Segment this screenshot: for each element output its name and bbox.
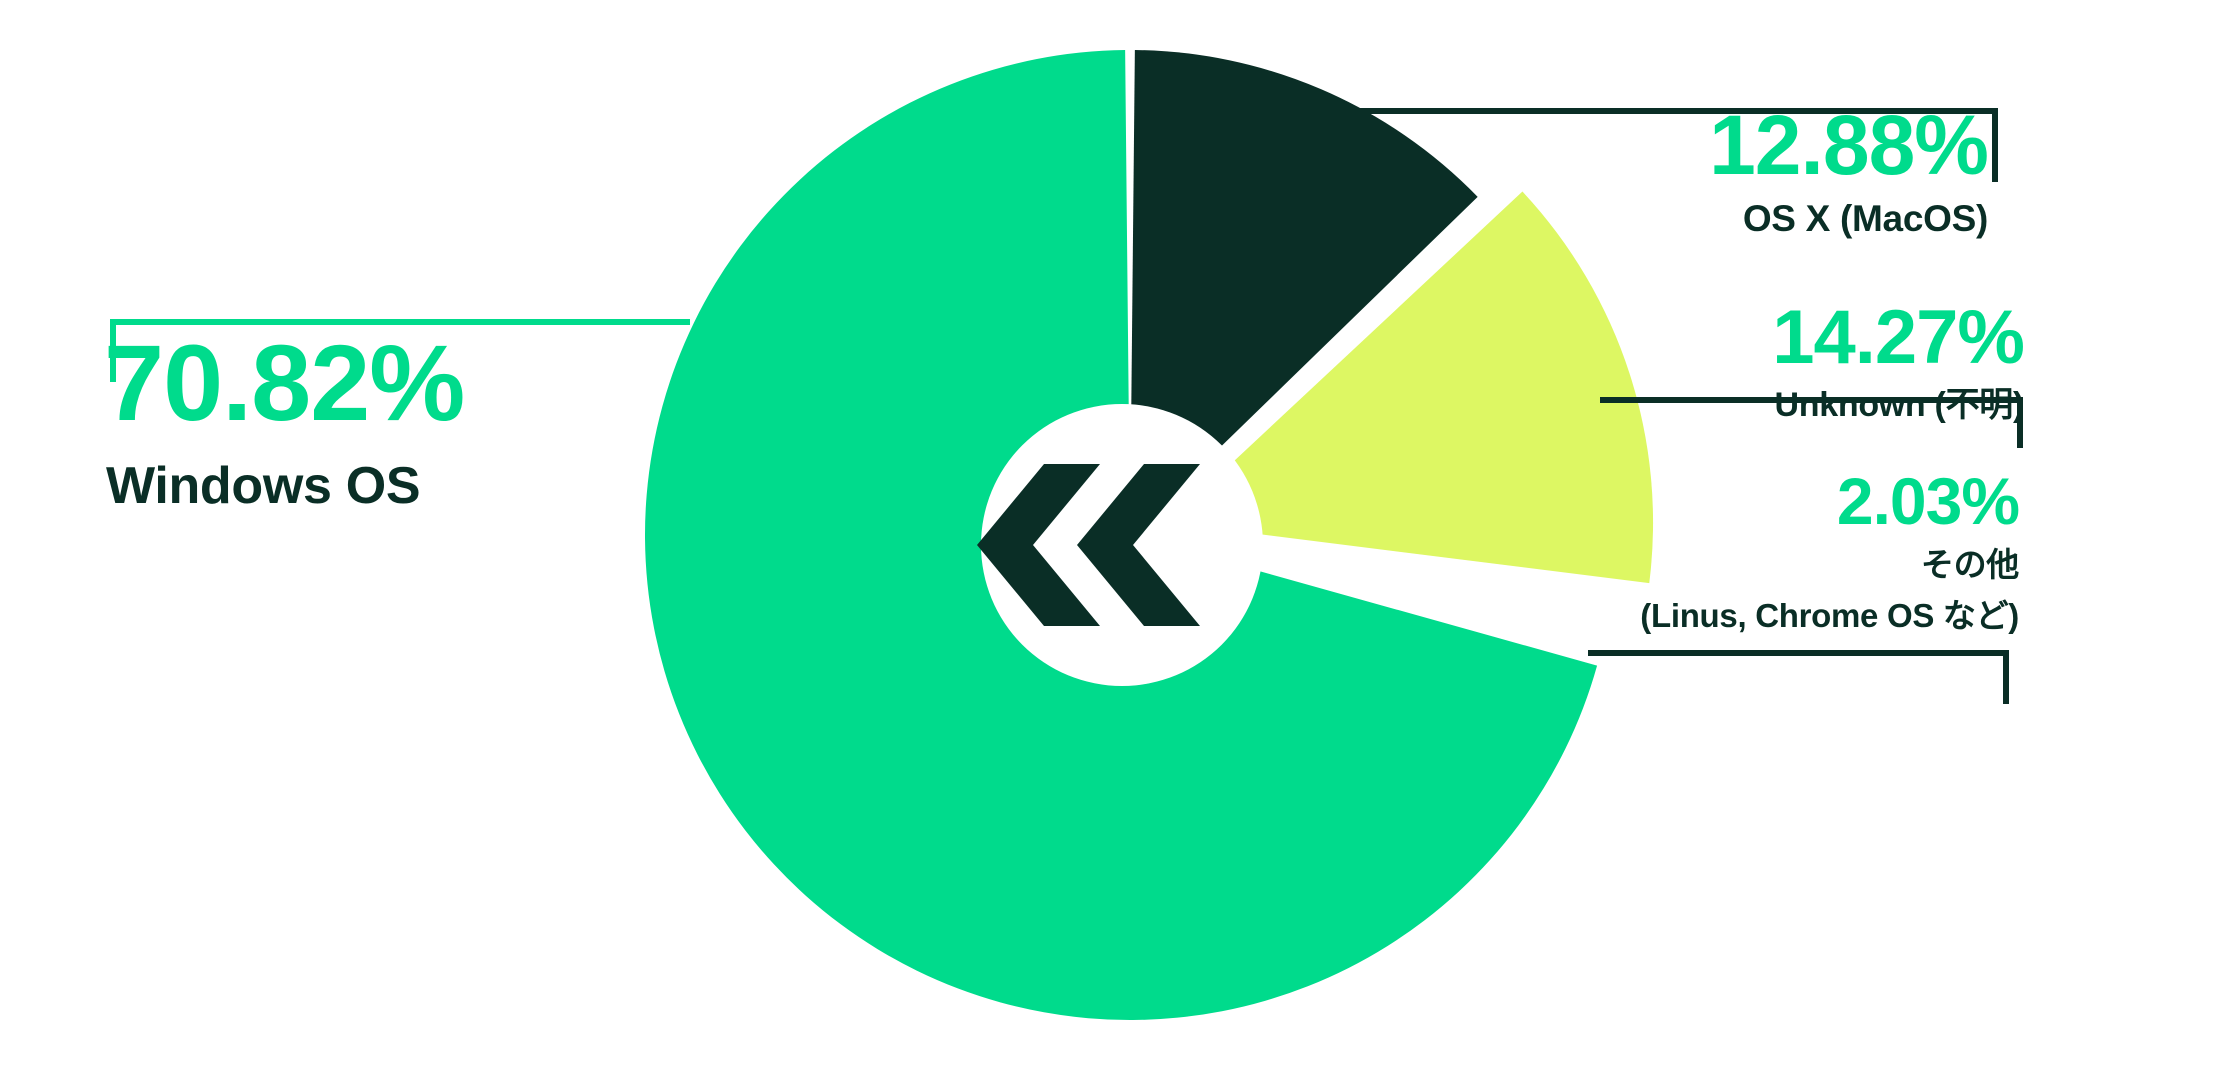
- callout-other-label-line2: (Linus, Chrome OS など): [1640, 596, 2019, 634]
- callout-macos-percent: 12.88%: [1709, 98, 1989, 192]
- callout-unknown-percent: 14.27%: [1772, 295, 2025, 380]
- callout-other-label-line1: その他: [1920, 545, 2019, 583]
- callout-unknown: 14.27% Unknown (不明): [1630, 282, 2050, 424]
- double-chevron-left-icon: [977, 464, 1200, 626]
- callout-macos-label: OS X (MacOS): [1742, 197, 1988, 239]
- callout-windows: 70.82% Windows OS: [92, 306, 792, 515]
- callout-other-percent: 2.03%: [1836, 464, 2020, 538]
- callout-unknown-label: Unknown (不明): [1774, 386, 2025, 425]
- callout-windows-percent: 70.82%: [104, 322, 465, 443]
- callout-windows-label: Windows OS: [106, 456, 421, 515]
- callout-other: 2.03% その他 (Linus, Chrome OS など): [1545, 450, 2045, 635]
- callout-macos: 12.88% OS X (MacOS): [1350, 84, 2010, 239]
- pie-slice-macos[interactable]: [1168, 191, 1654, 584]
